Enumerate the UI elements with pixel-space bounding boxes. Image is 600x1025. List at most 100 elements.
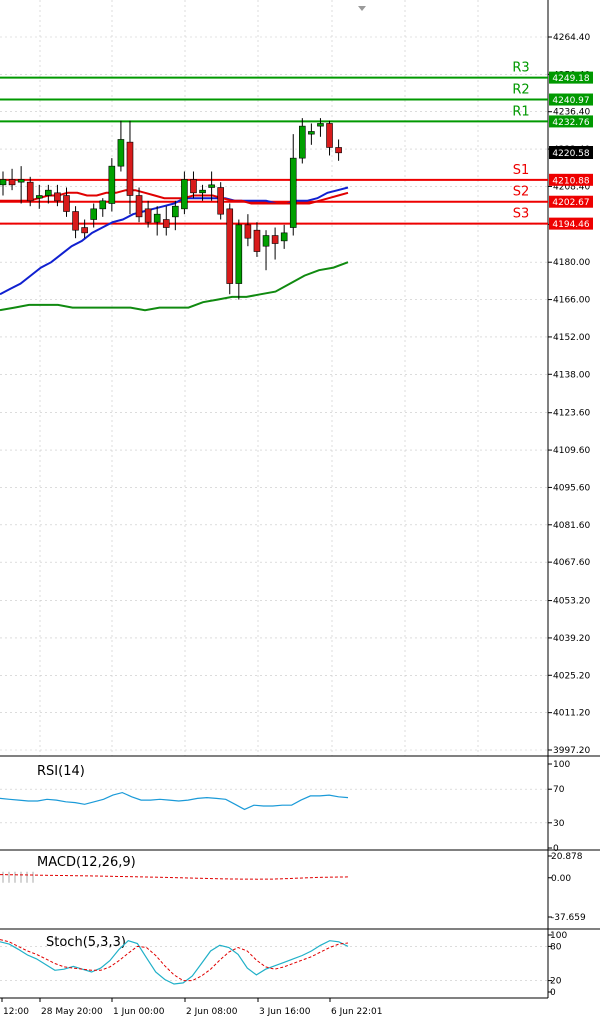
time-tick-label: 12:00 [3, 1007, 29, 1017]
level-value-box-r1 [549, 115, 593, 128]
macd-label: MACD(12,26,9) [37, 855, 136, 870]
level-name-r2: R2 [512, 83, 529, 98]
stoch-label: Stoch(5,3,3) [46, 935, 126, 950]
rsi-panel: 100 70 30 0 RSI(14) [0, 755, 600, 854]
candle-body [280, 232, 288, 242]
candle-body [126, 141, 134, 196]
candle-body [208, 184, 215, 188]
level-value-box-s3 [549, 217, 593, 230]
price-tick-label: 4109.60 [553, 446, 590, 456]
candle-body [190, 179, 197, 194]
macd-panel: 20.878 0.00 -37.659 MACD(12,26,9) [0, 849, 600, 929]
price-tick-label: 4166.00 [553, 296, 590, 306]
candle-body [45, 189, 52, 196]
candle-body [217, 187, 224, 215]
stoch-tick-label: 20 [550, 977, 562, 987]
rsi-tick-labels: 100 70 30 0 [548, 760, 570, 854]
candle-body [271, 235, 279, 244]
time-tick-label: 28 May 20:00 [41, 1007, 103, 1017]
level-value-r1: 4232.76 [552, 118, 589, 128]
level-value-r2: 4240.97 [552, 96, 589, 106]
time-tick-label: 3 Jun 16:00 [259, 1007, 311, 1017]
candle-body [289, 157, 297, 228]
price-panel: 4264.404250.404236.404222.404208.404194.… [0, 0, 593, 756]
price-tick-label: 4095.60 [553, 483, 590, 493]
current-price-badge: 4220.58 [549, 146, 593, 159]
level-name-r1: R1 [512, 104, 529, 119]
candle-body [172, 205, 179, 218]
candle-body [26, 181, 34, 202]
candle-body [17, 179, 25, 183]
level-value-box-r2 [549, 93, 593, 106]
candle-body [235, 224, 243, 284]
candle-body [108, 165, 116, 204]
price-tick-label: 4264.40 [553, 33, 590, 43]
macd-tick-label: -37.659 [551, 913, 586, 923]
price-tick-label: 4180.00 [553, 258, 590, 268]
scroll-marker [358, 6, 366, 11]
candle-body [0, 179, 7, 186]
price-tick-label: 4039.20 [553, 634, 590, 644]
level-value-box-r3 [549, 71, 593, 84]
rsi-tick-label: 70 [553, 785, 565, 795]
candle-body [135, 195, 143, 218]
macd-tick-label: 20.878 [551, 852, 583, 862]
current-price-label: 4220.58 [552, 149, 589, 159]
macd-tick-label: 0.00 [551, 874, 571, 884]
level-value-r3: 4249.18 [552, 74, 589, 84]
candle-body [90, 208, 97, 220]
time-axis: 12:00 28 May 20:00 1 Jun 00:00 2 Jun 08:00 3… [0, 997, 548, 1017]
candle-body [226, 208, 234, 284]
rsi-gridlines [0, 788, 548, 824]
level-value-box-s1 [549, 173, 593, 186]
time-tick-label: 6 Jun 22:01 [331, 1007, 382, 1017]
rsi-tick-label: 0 [553, 844, 559, 854]
ma-slow-line [0, 261, 349, 312]
candle-body [199, 189, 206, 194]
price-gridlines [0, 0, 548, 756]
candle-body [326, 123, 333, 148]
rsi-label: RSI(14) [37, 764, 85, 779]
candles [0, 118, 342, 300]
pivot-levels: R3 4249.18 R2 4240.97 R1 4232.76 S1 4210.88 S2 42… [0, 61, 593, 230]
macd-tick-labels: 20.878 0.00 -37.659 [548, 852, 586, 923]
time-tick-label: 1 Jun 00:00 [113, 1007, 165, 1017]
candle-body [99, 200, 107, 210]
candle-body [72, 211, 79, 231]
stoch-signal-line [0, 939, 349, 982]
price-tick-label: 4138.00 [553, 370, 590, 380]
time-tick-labels: 12:00 28 May 20:00 1 Jun 00:00 2 Jun 08:00 3… [1, 998, 382, 1017]
stoch-gridlines [0, 946, 548, 981]
level-value-box-s2 [549, 195, 593, 208]
stoch-tick-label: 80 [550, 942, 562, 952]
candle-body [335, 147, 342, 154]
stoch-main-line [0, 940, 349, 985]
candle-body [308, 131, 315, 135]
price-tick-label: 4152.00 [553, 333, 590, 343]
level-value-s3: 4194.46 [552, 220, 589, 230]
level-name-s3: S3 [513, 207, 530, 222]
price-tick-label: 4067.60 [553, 558, 590, 568]
stoch-tick-label: 100 [550, 931, 567, 941]
candle-body [262, 235, 270, 247]
candle-body [54, 192, 61, 202]
candle-body [144, 208, 152, 223]
scroll-marker-triangle [358, 6, 366, 11]
candle-body [153, 213, 161, 223]
candle-body [244, 224, 252, 239]
rsi-tick-label: 30 [553, 819, 565, 829]
price-tick-label: 4025.20 [553, 671, 590, 681]
candle-body [253, 229, 261, 252]
price-tick-label: 4208.40 [553, 182, 590, 192]
candle-body [81, 227, 88, 234]
level-name-s1: S1 [513, 163, 530, 178]
level-value-s1: 4210.88 [552, 176, 589, 186]
price-tick-label: 4053.20 [553, 597, 590, 607]
rsi-tick-label: 100 [553, 760, 570, 770]
candle-body [63, 195, 70, 212]
stoch-tick-label: 0 [550, 988, 556, 998]
candle-body [162, 219, 170, 228]
